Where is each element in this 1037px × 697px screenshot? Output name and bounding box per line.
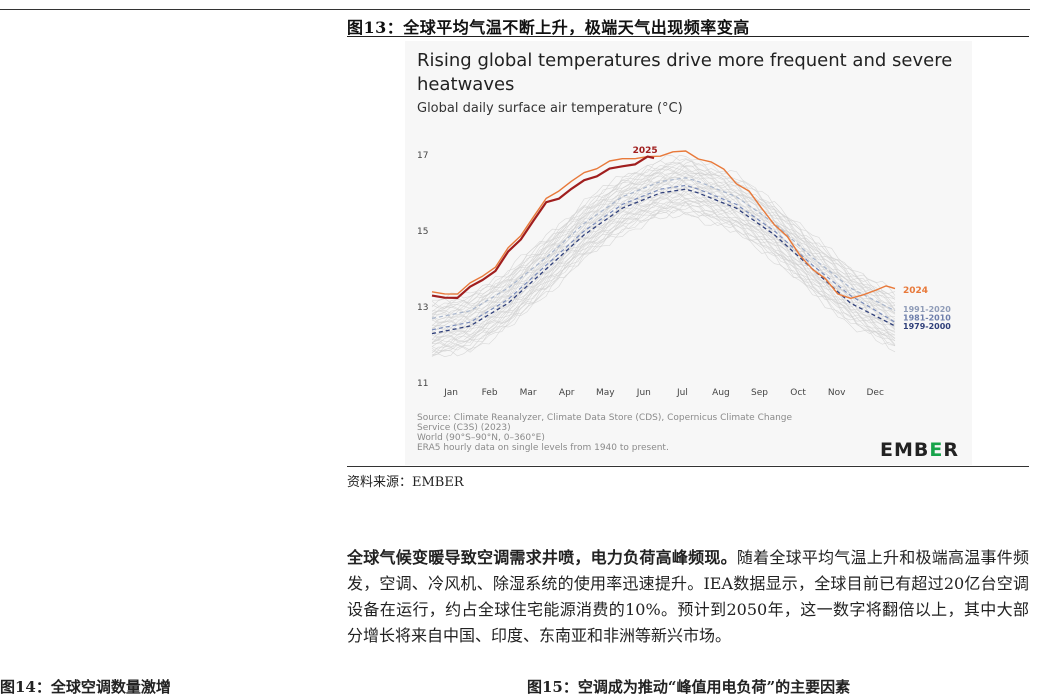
x-tick-label: Nov: [828, 388, 846, 398]
x-tick-label: Mar: [520, 388, 537, 398]
historical-year-line: [431, 181, 896, 327]
historical-year-line: [431, 159, 896, 312]
figure-bottom-rule: [347, 466, 1029, 467]
historical-year-line: [431, 198, 896, 354]
x-tick-label: Feb: [482, 388, 498, 398]
historical-year-line: [431, 187, 896, 341]
historical-year-line: [431, 188, 896, 338]
body-text: 随着全球平均气温上升和极端高温事件频发，空调、冷风机、除湿系统的使用率迅速提升。…: [347, 548, 1029, 645]
historical-year-line: [431, 165, 896, 320]
source-line: ERA5 hourly data on single levels from 1…: [417, 443, 669, 453]
legend-1981-2010: 1981-2010: [903, 314, 951, 323]
x-tick-label: Jan: [443, 388, 458, 398]
historical-year-line: [431, 193, 896, 344]
historical-year-line: [431, 154, 896, 301]
x-tick-label: Dec: [867, 388, 884, 398]
x-tick-label: Sep: [751, 388, 768, 398]
chart-source: Source: Climate Reanalyzer, Climate Data…: [417, 413, 837, 453]
legend-1991-2020: 1991-2020: [903, 305, 951, 314]
historical-year-line: [431, 207, 896, 357]
chart-card: Rising global temperatures drive more fr…: [405, 41, 972, 465]
x-tick-label: Jun: [636, 388, 651, 398]
annotation-2024: 2024: [903, 286, 928, 296]
top-rule: [0, 9, 1030, 10]
annotation-2025: 2025: [633, 146, 658, 156]
historical-year-line: [431, 154, 896, 312]
source-line: Service (C3S) (2023): [417, 423, 511, 433]
chart-subtitle: Global daily surface air temperature (°C…: [417, 101, 683, 116]
figure-title-rule: [347, 36, 1029, 37]
historical-year-line: [431, 199, 896, 348]
y-tick-label: 13: [417, 303, 428, 313]
series-line-2025: [431, 155, 655, 299]
y-tick-label: 11: [417, 379, 428, 389]
historical-year-line: [431, 202, 896, 354]
historical-year-line: [431, 162, 896, 314]
next-figure-left-title: 图14：全球空调数量激增: [0, 678, 171, 696]
ember-logo: EMBER: [880, 439, 959, 461]
chart-title: Rising global temperatures drive more fr…: [417, 50, 953, 95]
historical-year-line: [431, 176, 896, 329]
y-tick-label: 15: [417, 227, 428, 237]
body-lead: 全球气候变暖导致空调需求井喷，电力负荷高峰频现。: [347, 548, 737, 567]
historical-year-line: [431, 166, 896, 313]
x-tick-label: Aug: [712, 388, 730, 398]
x-tick-label: Oct: [790, 388, 806, 398]
x-tick-label: Apr: [559, 388, 575, 398]
source-line: Source: Climate Reanalyzer, Climate Data…: [417, 413, 793, 423]
historical-year-line: [431, 175, 896, 323]
figure-title: 图13：全球平均气温不断上升，极端天气出现频率变高: [347, 18, 750, 37]
x-tick-label: May: [596, 388, 615, 398]
next-figure-right-title: 图15：空调成为推动“峰值用电负荷”的主要因素: [527, 678, 851, 696]
legend-1979-2000: 1979-2000: [903, 322, 951, 331]
historical-year-line: [431, 211, 896, 357]
historical-year-line: [431, 168, 896, 316]
y-tick-label: 17: [417, 151, 428, 161]
temperature-chart: 11 13 15 17 Jan Feb Mar Apr May Jun Jul Aug Sep Oct No…: [417, 146, 951, 398]
series-line-2024: [431, 150, 896, 299]
body-paragraph: 全球气候变暖导致空调需求井喷，电力负荷高峰频现。随着全球平均气温上升和极端高温事…: [347, 545, 1029, 649]
x-tick-label: Jul: [676, 388, 688, 398]
source-line: World (90°S–90°N, 0–360°E): [417, 433, 545, 443]
historical-year-line: [431, 160, 896, 308]
historical-year-line: [431, 205, 896, 358]
historical-year-line: [431, 169, 896, 327]
series-line-1991-2020: [431, 177, 896, 319]
historical-year-line: [431, 191, 896, 343]
series-line-1981-2010: [431, 184, 896, 331]
historical-year-line: [431, 160, 896, 309]
figure-source-note: 资料来源：EMBER: [347, 475, 464, 490]
